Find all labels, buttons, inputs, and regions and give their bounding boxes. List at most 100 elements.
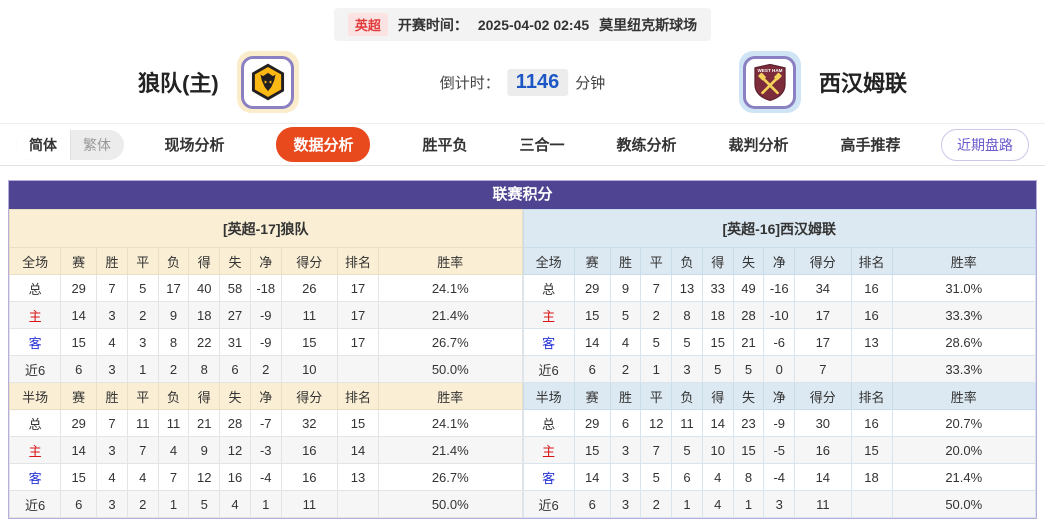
stat-cell: 3 [126, 328, 159, 356]
away-stats-table: [英超-16]西汉姆联 全场赛胜平负得失净得分 排名 胜率总 29 9 7 13 33 49 -16… [522, 209, 1037, 518]
stat-cell: 26 [280, 274, 339, 302]
stat-cell: 16 [280, 436, 339, 464]
column-header: 净 [249, 382, 282, 410]
lang-simplified[interactable]: 简体 [16, 129, 70, 160]
lang-traditional[interactable]: 繁体 [83, 136, 111, 153]
column-header: 失 [219, 382, 251, 410]
stat-cell: 7 [640, 436, 673, 464]
stat-cell: 8 [732, 463, 765, 491]
wolves-crest-icon [241, 55, 295, 109]
team-header: [英超-17]狼队 [9, 209, 523, 248]
stat-cell: 26.7% [378, 328, 523, 356]
stat-cell: -9 [249, 301, 282, 329]
stat-cell: 2 [249, 355, 282, 383]
stat-cell: 13 [671, 274, 703, 302]
tab-coach-analysis[interactable]: 教练分析 [616, 137, 677, 154]
language-toggle[interactable]: 简体 繁体 [16, 129, 124, 160]
league-badge: 英超 [347, 13, 388, 36]
stat-cell: 23 [732, 409, 765, 437]
recent-trend-button[interactable]: 近期盘路 [941, 128, 1029, 161]
column-header: 胜 [609, 247, 642, 275]
column-header: 胜 [96, 382, 128, 410]
stat-cell: -6 [763, 328, 796, 356]
stat-cell: 8 [157, 328, 190, 356]
column-header: 平 [640, 247, 673, 275]
stat-cell: 15 [701, 328, 734, 356]
stat-cell: 15 [280, 328, 339, 356]
stat-cell: 3 [609, 436, 642, 464]
stat-cell: 2 [609, 355, 642, 383]
column-header: 赛 [573, 382, 611, 410]
stat-cell: 17 [337, 274, 379, 302]
stat-cell: -16 [763, 274, 796, 302]
tab-live-analysis[interactable]: 现场分析 [164, 137, 225, 154]
stat-cell: 1 [249, 490, 282, 518]
stat-cell: 11 [157, 409, 190, 437]
stat-cell: 1 [126, 355, 159, 383]
stat-cell: 1 [640, 355, 673, 383]
stat-cell: 5 [126, 274, 159, 302]
column-header: 赛 [573, 247, 611, 275]
stat-cell: 4 [219, 490, 251, 518]
away-team-name: 西汉姆联 [818, 71, 907, 96]
stat-cell: 11 [280, 490, 339, 518]
stat-cell: 49 [732, 274, 765, 302]
teams-header: 狼队(主) 倒计时： 1146 分钟 WEST HAM [0, 41, 1045, 123]
panel-title: 联赛积分 [9, 181, 1036, 209]
row-label-recent: 近6 [522, 490, 575, 518]
row-label-total: 总 [522, 409, 575, 437]
tab-win-draw-lose[interactable]: 胜平负 [422, 137, 468, 154]
stat-cell: 28.6% [891, 328, 1036, 356]
stat-cell [850, 490, 893, 518]
tab-expert-picks[interactable]: 高手推荐 [840, 137, 901, 154]
stat-cell: 4 [96, 463, 128, 491]
stat-cell: 4 [96, 328, 128, 356]
stat-cell [337, 355, 379, 383]
stat-cell: 14 [573, 328, 611, 356]
row-label-total: 总 [522, 274, 575, 302]
stat-cell: 9 [157, 301, 190, 329]
stat-cell: 14 [60, 436, 98, 464]
tab-referee-analysis[interactable]: 裁判分析 [728, 137, 789, 154]
stat-cell: 4 [609, 328, 642, 356]
column-header: 失 [732, 247, 765, 275]
home-stats-table: [英超-17]狼队 全场赛胜平负得失净得分 排名 胜率总 29 7 5 17 40 58 -18 26… [8, 209, 523, 518]
stat-cell: 0 [763, 355, 796, 383]
stat-cell: 13 [850, 328, 893, 356]
stat-cell: 33 [701, 274, 734, 302]
stat-cell: 17 [794, 301, 852, 329]
stat-cell: 6 [60, 490, 98, 518]
nav-tabs: 现场分析 数据分析 胜平负 三合一 教练分析 裁判分析 高手推荐 [124, 127, 941, 162]
stat-cell: 5 [732, 355, 765, 383]
stat-cell: 5 [671, 436, 703, 464]
stat-cell: 1 [157, 490, 190, 518]
stat-cell: 2 [126, 490, 159, 518]
column-header: 负 [671, 382, 703, 410]
column-header: 胜率 [891, 382, 1036, 410]
stat-cell: 24.1% [378, 409, 523, 437]
stat-cell: 3 [763, 490, 796, 518]
column-header: 全场 [522, 247, 575, 275]
stat-cell: 30 [794, 409, 852, 437]
row-label-recent: 近6 [8, 490, 62, 518]
stat-cell: 50.0% [891, 490, 1036, 518]
stat-cell: 10 [701, 436, 734, 464]
column-header: 得 [188, 247, 221, 275]
row-label-away: 客 [8, 328, 62, 356]
nav-bar: 简体 繁体 现场分析 数据分析 胜平负 三合一 教练分析 裁判分析 高手推荐 近… [0, 123, 1045, 166]
stat-cell: 15 [60, 328, 98, 356]
stat-cell: 14 [337, 436, 379, 464]
tab-three-in-one[interactable]: 三合一 [519, 137, 565, 154]
stat-cell: 12 [188, 463, 221, 491]
stat-cell: -9 [763, 409, 796, 437]
stat-cell: 10 [280, 355, 339, 383]
row-label-home: 主 [8, 436, 62, 464]
tab-data-analysis[interactable]: 数据分析 [276, 127, 371, 162]
stat-cell: 15 [337, 409, 379, 437]
home-team-block: 狼队(主) [138, 51, 299, 113]
stat-cell: 20.7% [891, 409, 1036, 437]
stat-cell: 22 [188, 328, 221, 356]
stat-cell: 17 [794, 328, 852, 356]
home-team-name: 狼队(主) [138, 71, 219, 96]
stat-cell: 1 [732, 490, 765, 518]
